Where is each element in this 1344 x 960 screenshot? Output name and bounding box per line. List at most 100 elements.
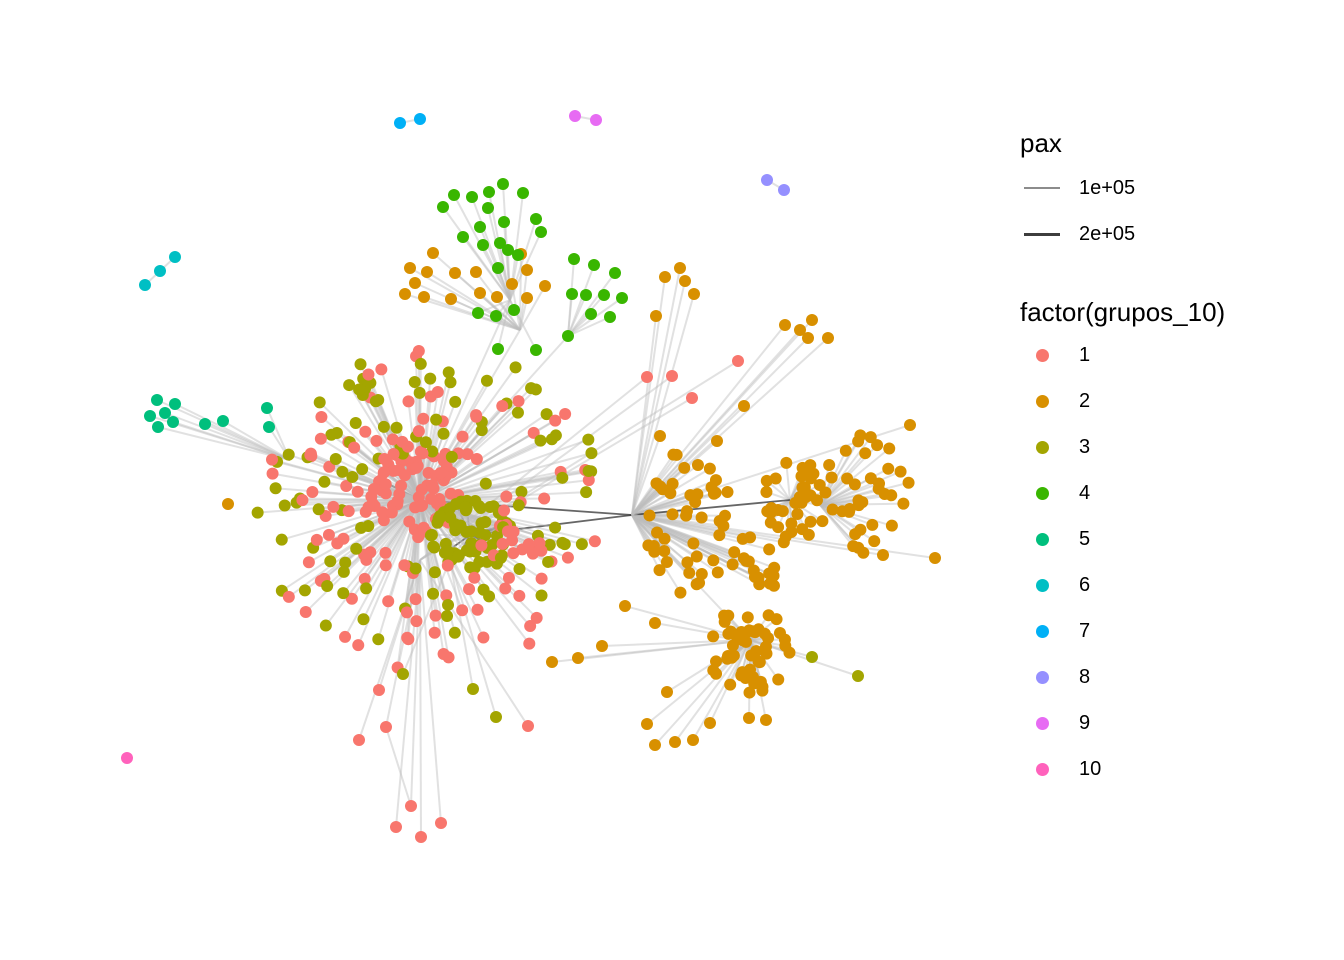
graph-node: [385, 506, 398, 519]
graph-nodes: [121, 110, 941, 843]
graph-node: [713, 529, 726, 542]
graph-node: [726, 558, 739, 571]
graph-node: [463, 583, 476, 596]
graph-node: [490, 711, 502, 723]
graph-node: [508, 304, 520, 316]
graph-node: [703, 462, 716, 475]
graph-node: [419, 436, 432, 449]
graph-node: [428, 566, 441, 579]
graph-node: [748, 677, 761, 690]
graph-node: [648, 545, 661, 558]
graph-node: [362, 368, 375, 381]
graph-edge: [631, 514, 785, 544]
graph-node: [556, 471, 569, 484]
graph-node: [139, 279, 151, 291]
graph-node: [707, 630, 720, 643]
graph-node: [313, 396, 326, 409]
graph-edge: [631, 485, 661, 516]
edge-legend-line: [1024, 232, 1060, 236]
graph-node: [412, 425, 425, 438]
edge-legend-label: 2e+05: [1079, 222, 1136, 245]
graph-node: [650, 310, 662, 322]
graph-node: [377, 420, 390, 433]
graph-edge: [363, 499, 421, 580]
graph-node: [440, 589, 453, 602]
graph-node: [360, 582, 373, 595]
graph-node: [753, 656, 766, 669]
graph-node: [502, 571, 515, 584]
graph-node: [522, 538, 535, 551]
graph-node: [856, 496, 869, 509]
group-legend-item: 1: [1020, 332, 1320, 378]
graph-node: [826, 503, 839, 516]
graph-node: [738, 400, 750, 412]
graph-node: [393, 488, 406, 501]
graph-node: [482, 202, 494, 214]
graph-node: [353, 734, 365, 746]
graph-node: [559, 408, 572, 421]
graph-node: [428, 626, 441, 639]
graph-node: [386, 433, 399, 446]
graph-node: [342, 505, 355, 518]
graph-node: [337, 565, 350, 578]
graph-node: [511, 406, 524, 419]
graph-edge: [204, 423, 291, 461]
graph-node: [529, 383, 542, 396]
graph-node: [521, 292, 533, 304]
graph-node: [496, 399, 509, 412]
graph-node: [409, 562, 422, 575]
graph-node: [356, 463, 369, 476]
graph-node: [480, 374, 493, 387]
graph-node: [839, 444, 852, 457]
graph-node: [506, 278, 518, 290]
graph-node: [402, 395, 415, 408]
graph-node: [904, 419, 916, 431]
graph-node: [654, 480, 667, 493]
graph-node: [491, 291, 503, 303]
graph-node: [546, 656, 558, 668]
graph-node: [674, 262, 686, 274]
graph-edge: [419, 413, 548, 501]
graph-node: [474, 221, 486, 233]
graph-node: [619, 600, 631, 612]
graph-edge: [157, 426, 291, 461]
graph-node: [302, 556, 315, 569]
graph-node: [569, 110, 581, 122]
edge-legend: pax 1e+05 2e+05: [1020, 128, 1320, 257]
graph-node: [199, 418, 211, 430]
graph-node: [437, 201, 449, 213]
graph-node: [387, 448, 400, 461]
graph-node: [459, 501, 472, 514]
graph-edge: [631, 514, 745, 560]
graph-node: [444, 376, 457, 389]
graph-node: [359, 425, 372, 438]
graph-edge: [567, 272, 616, 337]
graph-node: [885, 519, 898, 532]
graph-edge: [405, 499, 421, 613]
graph-node: [660, 556, 673, 569]
graph-node: [484, 500, 497, 513]
graph-node: [670, 448, 683, 461]
graph-node: [509, 361, 522, 374]
graph-node: [659, 271, 671, 283]
graph-edge: [499, 242, 511, 301]
graph-node: [739, 627, 752, 640]
graph-edge: [631, 514, 747, 562]
graph-edge: [407, 401, 421, 501]
graph-node: [465, 525, 478, 538]
group-legend-swatch: [1035, 578, 1049, 592]
graph-node: [561, 551, 574, 564]
graph-edge: [631, 514, 760, 586]
graph-node: [825, 471, 838, 484]
graph-edge: [631, 492, 671, 516]
group-legend-swatch: [1035, 670, 1049, 684]
graph-node: [512, 499, 525, 512]
graph-node: [616, 292, 628, 304]
group-legend-label: 6: [1079, 573, 1091, 596]
graph-node: [772, 673, 785, 686]
graph-node: [535, 589, 548, 602]
graph-node: [457, 231, 469, 243]
graph-edge: [631, 494, 691, 516]
graph-node: [441, 609, 454, 622]
graph-node: [512, 395, 525, 408]
